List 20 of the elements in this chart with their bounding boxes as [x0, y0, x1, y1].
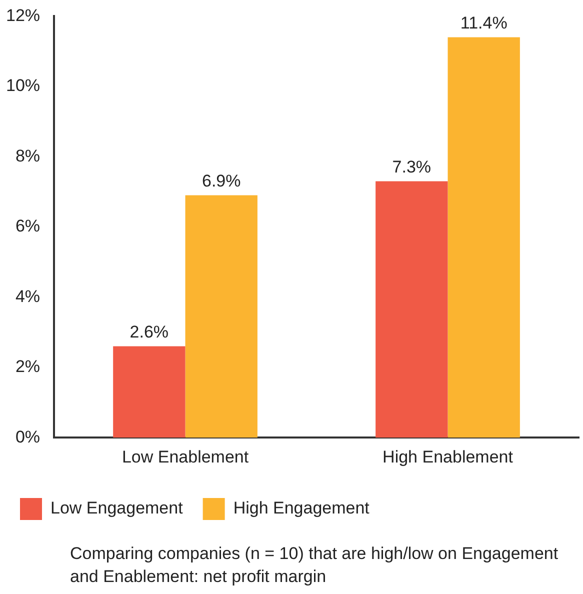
- legend-label: Low Engagement: [50, 498, 184, 518]
- y-tick-label: 10%: [6, 76, 40, 96]
- text: 11.4%: [460, 13, 508, 32]
- y-tick-label: 2%: [15, 357, 40, 376]
- text: Comparing companies (n = 10) that are high/low on Engagement and Enablement: net profit margin: [70, 543, 560, 588]
- bar: [448, 37, 520, 438]
- y-tick-label: 6%: [15, 216, 40, 236]
- y-tick-label: 12%: [6, 6, 40, 25]
- bar: [185, 195, 258, 438]
- bar: [113, 346, 186, 438]
- text: 6.9%: [202, 171, 241, 190]
- x-tick-label: Low Enablement: [122, 447, 249, 466]
- text: 2.6%: [130, 322, 169, 342]
- y-tick-label: 4%: [15, 286, 40, 306]
- bar: [376, 181, 448, 438]
- y-tick-label: 8%: [15, 146, 40, 166]
- legend-label: High Engagement: [233, 498, 370, 518]
- x-tick-label: High Enablement: [382, 447, 514, 466]
- y-tick-label: 0%: [15, 427, 40, 446]
- text: 7.3%: [392, 157, 432, 176]
